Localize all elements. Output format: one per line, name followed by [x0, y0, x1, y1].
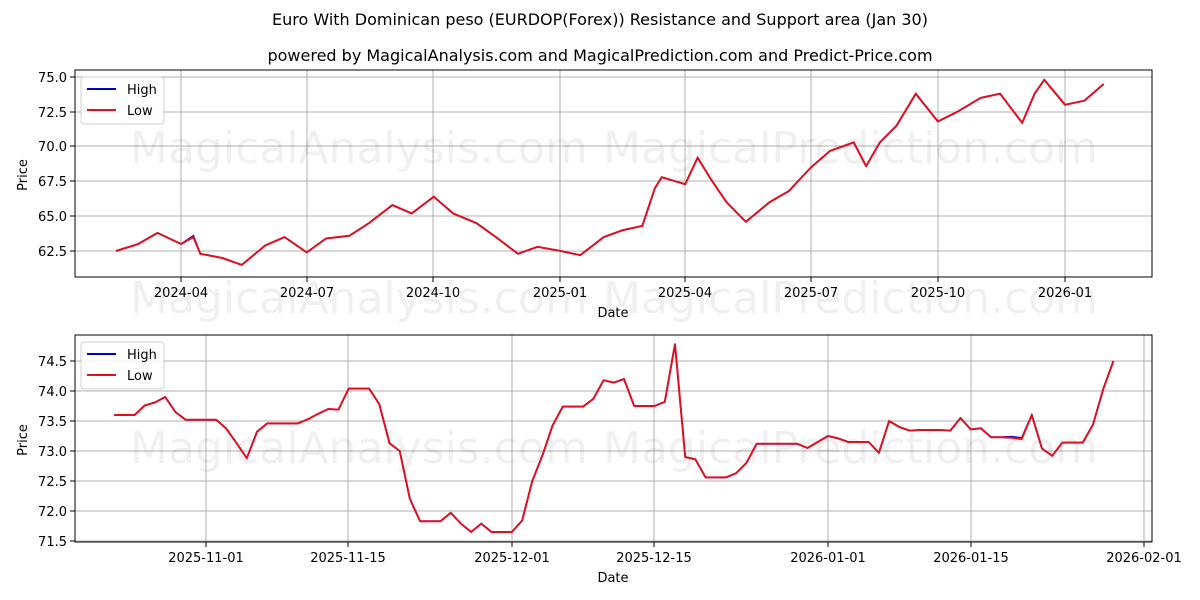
svg-text:2025-10: 2025-10: [911, 286, 965, 301]
top-x-ticks: 2024-04 2024-07 2024-10 2025-01 2025-04 …: [154, 277, 1092, 301]
svg-text:2025-01: 2025-01: [533, 286, 587, 301]
bottom-low-line: [114, 343, 1115, 533]
svg-text:2026-02-01: 2026-02-01: [1106, 551, 1182, 566]
bottom-chart-grid: [75, 335, 1152, 542]
svg-text:2024-10: 2024-10: [406, 286, 460, 301]
top-y-axis-label: Price: [16, 159, 31, 191]
svg-text:2025-11-15: 2025-11-15: [310, 551, 386, 566]
bottom-chart-frame: [74, 334, 1153, 543]
top-x-axis-label: Date: [597, 306, 628, 321]
svg-text:74.0: 74.0: [38, 385, 67, 400]
legend-high-label: High: [127, 348, 157, 363]
watermark-text: MagicalPrediction.com: [603, 423, 1098, 474]
chart-subtitle: powered by MagicalAnalysis.com and Magic…: [267, 46, 933, 65]
bottom-x-axis-label: Date: [597, 571, 628, 586]
svg-text:2025-12-01: 2025-12-01: [474, 551, 550, 566]
svg-text:2026-01-01: 2026-01-01: [790, 551, 866, 566]
svg-text:70.0: 70.0: [38, 140, 67, 155]
svg-text:62.5: 62.5: [38, 245, 67, 260]
chart-title: Euro With Dominican peso (EURDOP(Forex))…: [272, 10, 928, 29]
top-y-ticks: 62.5 65.0 67.5 70.0 72.5 75.0: [38, 71, 75, 260]
svg-text:2025-11-01: 2025-11-01: [168, 551, 244, 566]
top-chart: MagicalAnalysis.com MagicalPrediction.co…: [16, 69, 1153, 324]
svg-text:2026-01: 2026-01: [1038, 286, 1092, 301]
svg-text:74.5: 74.5: [38, 355, 67, 370]
svg-text:67.5: 67.5: [38, 175, 67, 190]
legend-high-label: High: [127, 83, 157, 98]
bottom-chart: MagicalAnalysis.com MagicalPrediction.co…: [16, 334, 1182, 586]
svg-text:71.5: 71.5: [38, 535, 67, 550]
bottom-y-axis-label: Price: [16, 424, 31, 456]
top-chart-frame: [74, 69, 1153, 278]
svg-text:2025-12-15: 2025-12-15: [616, 551, 692, 566]
svg-text:73.5: 73.5: [38, 415, 67, 430]
svg-text:72.0: 72.0: [38, 505, 67, 520]
svg-text:2024-04: 2024-04: [154, 286, 208, 301]
top-legend: High Low: [80, 76, 165, 125]
watermark-text: MagicalAnalysis.com: [130, 273, 588, 324]
watermark-text: MagicalPrediction.com: [603, 123, 1098, 174]
svg-text:2026-01-15: 2026-01-15: [933, 551, 1009, 566]
legend-low-label: Low: [127, 369, 153, 384]
svg-text:72.5: 72.5: [38, 106, 67, 121]
svg-text:2024-07: 2024-07: [280, 286, 334, 301]
svg-text:2025-07: 2025-07: [784, 286, 838, 301]
top-chart-grid: [75, 70, 1152, 277]
svg-text:75.0: 75.0: [38, 71, 67, 86]
bottom-x-ticks: 2025-11-01 2025-11-15 2025-12-01 2025-12…: [168, 542, 1182, 566]
svg-text:73.0: 73.0: [38, 445, 67, 460]
bottom-y-ticks: 71.5 72.0 72.5 73.0 73.5 74.0 74.5: [38, 355, 75, 550]
bottom-legend: High Low: [80, 341, 165, 390]
watermark-text: MagicalAnalysis.com: [130, 423, 588, 474]
svg-text:65.0: 65.0: [38, 210, 67, 225]
svg-text:2025-04: 2025-04: [658, 286, 712, 301]
svg-text:72.5: 72.5: [38, 475, 67, 490]
top-low-line: [115, 78, 1105, 266]
watermark-text: MagicalAnalysis.com: [130, 123, 588, 174]
legend-low-label: Low: [127, 104, 153, 119]
